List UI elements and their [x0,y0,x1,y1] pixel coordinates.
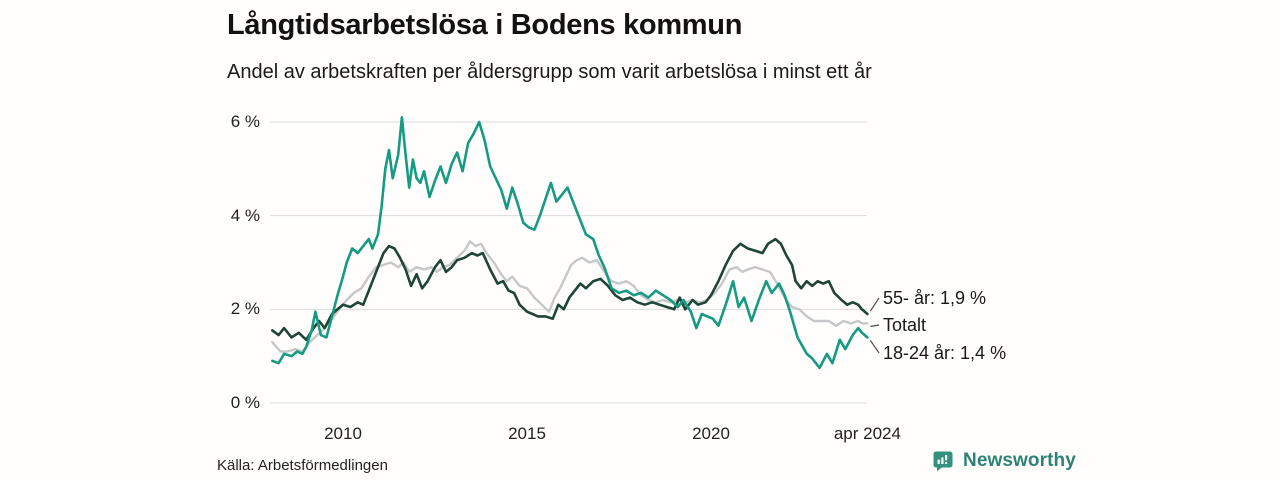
x-axis-tick-label: 2015 [508,424,546,443]
x-axis-tick-label: 2010 [324,424,362,443]
label-connector-line [870,324,880,327]
y-axis-tick-label: 6 % [230,112,260,132]
x-axis-tick-label: apr 2024 [833,424,901,443]
series-line-18-24-r [271,116,869,370]
x-axis-tick-label: 2020 [692,424,730,443]
y-axis-tick-label: 0 % [230,393,260,412]
label-connector-line [869,340,880,354]
y-axis-tick-label: 2 % [230,299,260,319]
chart-subtitle: Andel av arbetskraften per åldersgrupp s… [227,61,872,83]
y-axis-tick-label: 4 % [230,205,260,225]
series-end-label: 18-24 år: 1,4 % [883,343,1007,363]
label-connector-line [869,297,880,312]
newsworthy-wordmark: Newsworthy [963,450,1076,471]
series-line-55-r [271,237,869,342]
page-title: Långtidsarbetslösa i Bodens kommun [227,9,743,41]
source-note: Källa: Arbetsförmedlingen [217,457,388,474]
bar-chart-speech-bubble-icon [931,449,955,473]
series-end-label: 55- år: 1,9 % [883,288,987,308]
series-end-label: Totalt [883,315,927,335]
newsworthy-logo[interactable]: Newsworthy [931,449,1076,473]
